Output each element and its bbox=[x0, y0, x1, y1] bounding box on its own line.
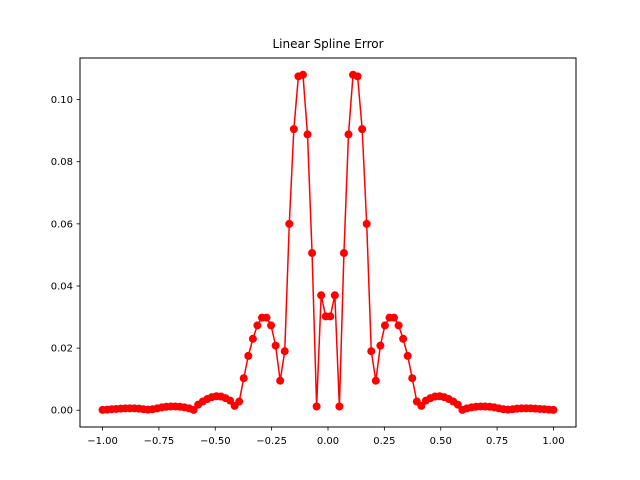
data-point bbox=[408, 374, 417, 383]
data-point bbox=[276, 376, 285, 385]
x-tick-label: 0.25 bbox=[373, 436, 395, 447]
data-point bbox=[303, 130, 312, 139]
chart-title: Linear Spline Error bbox=[272, 37, 383, 51]
plot-area bbox=[98, 70, 558, 414]
y-tick-label: 0.10 bbox=[51, 95, 73, 106]
data-point bbox=[253, 321, 262, 330]
data-point bbox=[371, 376, 380, 385]
x-tick-label: 1.00 bbox=[542, 436, 564, 447]
data-point bbox=[380, 321, 389, 330]
data-point bbox=[262, 313, 271, 322]
data-point bbox=[362, 219, 371, 228]
data-point bbox=[267, 321, 276, 330]
y-tick-label: 0.02 bbox=[51, 344, 73, 355]
data-point bbox=[326, 312, 335, 321]
data-point bbox=[335, 402, 344, 411]
x-tick-label: −0.75 bbox=[144, 436, 175, 447]
x-tick-label: 0.50 bbox=[430, 436, 452, 447]
y-tick-label: 0.00 bbox=[51, 406, 73, 417]
data-point bbox=[390, 313, 399, 322]
data-point bbox=[317, 291, 326, 300]
data-point bbox=[280, 347, 289, 356]
axes-frame bbox=[79, 57, 577, 428]
x-tick-label: −0.50 bbox=[200, 436, 231, 447]
data-point bbox=[394, 321, 403, 330]
data-point bbox=[403, 351, 412, 360]
data-point bbox=[549, 405, 558, 414]
data-point bbox=[344, 130, 353, 139]
data-point bbox=[367, 347, 376, 356]
data-point bbox=[417, 401, 426, 410]
y-tick-label: 0.08 bbox=[51, 157, 73, 168]
data-point bbox=[298, 70, 307, 79]
data-point bbox=[271, 341, 280, 350]
series-line bbox=[102, 74, 554, 411]
data-point bbox=[226, 396, 235, 405]
x-tick-label: 0.75 bbox=[486, 436, 508, 447]
data-point bbox=[330, 291, 339, 300]
data-point bbox=[239, 374, 248, 383]
data-point bbox=[399, 334, 408, 343]
data-point bbox=[376, 341, 385, 350]
data-point bbox=[358, 125, 367, 134]
y-tick-label: 0.04 bbox=[51, 281, 73, 292]
x-tick-label: −1.00 bbox=[87, 436, 118, 447]
data-point bbox=[248, 334, 257, 343]
data-point bbox=[339, 249, 348, 258]
x-tick-label: −0.25 bbox=[256, 436, 287, 447]
data-point bbox=[285, 219, 294, 228]
data-point bbox=[453, 400, 462, 409]
data-point bbox=[189, 405, 198, 414]
data-point bbox=[235, 397, 244, 406]
y-axis: 0.00 0.02 0.04 0.06 0.08 0.10 bbox=[51, 95, 80, 417]
data-point bbox=[308, 249, 317, 258]
data-point bbox=[289, 125, 298, 134]
y-tick-label: 0.06 bbox=[51, 219, 73, 230]
x-tick-label: 0.00 bbox=[317, 436, 339, 447]
data-point bbox=[353, 72, 362, 81]
data-point bbox=[312, 402, 321, 411]
x-axis: −1.00 −0.75 −0.50 −0.25 0.00 0.25 0.50 0.75 1.00 bbox=[87, 427, 565, 447]
data-point bbox=[244, 351, 253, 360]
